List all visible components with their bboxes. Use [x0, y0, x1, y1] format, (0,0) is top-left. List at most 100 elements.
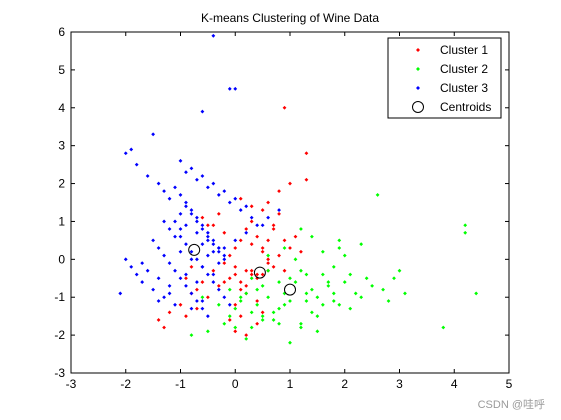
- cluster-3-point: [195, 257, 199, 262]
- cluster-2-point: [397, 268, 402, 273]
- cluster-2-point: [320, 249, 325, 254]
- cluster-2-point: [392, 276, 396, 281]
- cluster-1-point: [222, 280, 227, 284]
- cluster-3-point: [249, 215, 254, 220]
- cluster-2-point: [342, 280, 347, 284]
- cluster-3-point: [216, 249, 221, 254]
- cluster-2-point: [277, 321, 281, 326]
- cluster-3-point: [211, 242, 216, 247]
- cluster-1-point: [216, 211, 221, 216]
- cluster-3-point: [216, 287, 221, 292]
- cluster-2-point: [326, 283, 331, 288]
- cluster-2-point: [299, 268, 303, 273]
- y-tick-label: -1: [54, 290, 65, 304]
- y-tick-label: 6: [58, 25, 65, 39]
- cluster-3-point: [200, 223, 205, 228]
- cluster-2-point: [282, 246, 287, 250]
- cluster-3-point: [195, 177, 199, 182]
- cluster-3-point: [222, 246, 227, 250]
- legend-series-label: Centroids: [440, 100, 491, 114]
- cluster-1-point: [249, 219, 254, 224]
- cluster-3-point: [178, 227, 183, 231]
- cluster-1-point: [249, 242, 254, 247]
- cluster-2-point: [463, 230, 468, 235]
- cluster-2-point: [359, 242, 364, 247]
- cluster-2-point: [331, 299, 336, 303]
- cluster-1-point: [227, 276, 232, 281]
- cluster-3-point: [189, 208, 194, 212]
- cluster-1-point: [266, 257, 270, 262]
- cluster-3-point: [244, 204, 249, 209]
- cluster-1-point: [184, 276, 188, 281]
- cluster-1-point: [238, 280, 243, 284]
- cluster-3-point: [156, 246, 161, 250]
- cluster-3-point: [227, 200, 232, 205]
- cluster-3-point: [233, 238, 238, 243]
- cluster-2-point: [348, 272, 353, 277]
- x-tick-label: -1: [175, 377, 186, 391]
- cluster-2-point: [364, 276, 369, 281]
- cluster-1-point: [211, 268, 216, 273]
- cluster-1-point: [238, 314, 243, 319]
- cluster-2-point: [293, 257, 298, 262]
- cluster-2-point: [474, 291, 479, 296]
- cluster-2-point: [255, 302, 260, 307]
- cluster-3-point: [189, 249, 194, 254]
- x-tick-label: 4: [451, 377, 458, 391]
- cluster-2-point: [244, 337, 249, 341]
- cluster-1-point: [216, 283, 221, 288]
- y-axis: -3 -2 -1 0 1 2 3 4 5 6: [54, 25, 509, 380]
- cluster-2-point: [315, 314, 320, 319]
- y-tick-label: 0: [58, 252, 65, 266]
- cluster-3-point: [178, 211, 183, 216]
- cluster-1-point: [162, 325, 166, 330]
- cluster-2-point: [299, 325, 303, 330]
- cluster-1-point: [238, 196, 243, 201]
- cluster-1-point: [211, 223, 216, 228]
- cluster-2-point: [310, 234, 314, 239]
- cluster-1-point: [156, 318, 161, 322]
- cluster-2-point: [249, 325, 254, 330]
- cluster-3-point: [222, 295, 227, 300]
- cluster-3-point: [123, 257, 128, 262]
- x-tick-label: -2: [120, 377, 131, 391]
- cluster-3-point: [173, 219, 177, 224]
- cluster-3-point: [184, 242, 188, 247]
- cluster-2-point: [227, 314, 232, 319]
- cluster-2-point: [277, 306, 281, 311]
- cluster-3-point: [189, 306, 194, 311]
- cluster-1-point: [238, 238, 243, 243]
- centroid-marker: [284, 283, 296, 296]
- cluster-1-point: [222, 261, 227, 266]
- cluster-3-point: [205, 230, 210, 235]
- cluster-1-point: [255, 321, 260, 326]
- cluster-3-point: [189, 211, 194, 216]
- legend-series-label: Cluster 2: [440, 62, 488, 76]
- cluster-3-point: [200, 227, 205, 231]
- cluster-1-point: [288, 246, 292, 250]
- cluster-3-point: [118, 291, 123, 296]
- cluster-3-point: [211, 238, 216, 243]
- cluster-1-point: [244, 283, 249, 288]
- cluster-1-point: [233, 246, 238, 250]
- cluster-3-point: [151, 238, 156, 243]
- cluster-3-point: [178, 234, 183, 239]
- cluster-3-point: [173, 302, 177, 307]
- cluster-3-point: [205, 253, 210, 258]
- cluster-2-point: [320, 272, 325, 277]
- cluster-1-point: [266, 238, 270, 243]
- cluster-3-point: [205, 314, 210, 319]
- cluster-1-point: [249, 204, 254, 209]
- cluster-3-point: [200, 299, 205, 303]
- cluster-2-point: [260, 318, 265, 322]
- y-tick-label: 3: [58, 139, 65, 153]
- x-tick-label: 5: [506, 377, 513, 391]
- cluster-2-point: [205, 329, 210, 334]
- cluster-2-point: [293, 280, 298, 284]
- cluster-1-point: [271, 227, 276, 231]
- x-tick-label: 3: [396, 377, 403, 391]
- cluster-1-point: [304, 177, 309, 182]
- cluster-2-point: [271, 318, 276, 322]
- cluster-3-point: [205, 238, 210, 243]
- cluster-2-point: [249, 276, 254, 281]
